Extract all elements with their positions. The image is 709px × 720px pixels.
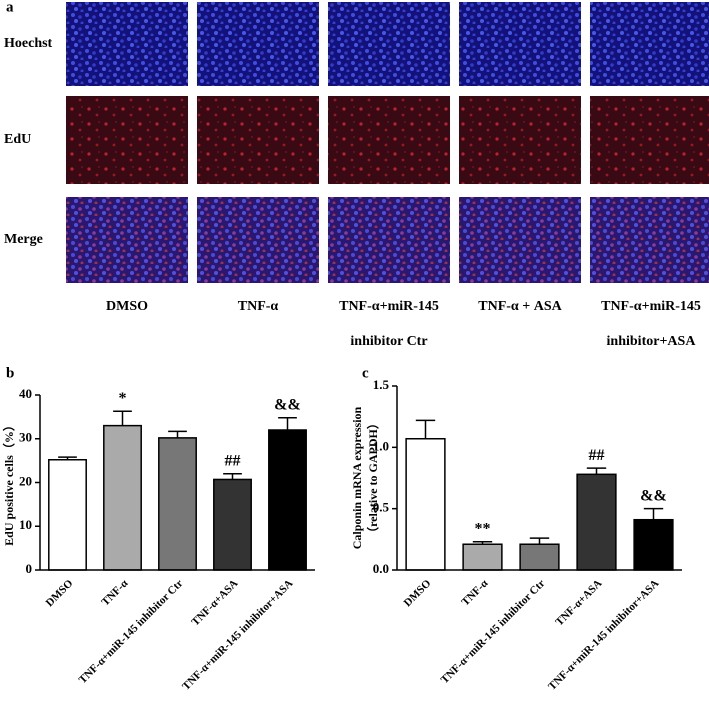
- error-bar: [643, 507, 664, 520]
- x-tick-label: TNF-α+miR-145 inhibitor Ctr: [77, 577, 186, 686]
- bar: [633, 518, 674, 571]
- micrograph: [328, 96, 450, 184]
- column-label: TNF-α+miR-145: [339, 299, 439, 314]
- y-axis-label: EdU positive cells（%）: [1, 419, 16, 546]
- row-label: Hoechst: [4, 36, 53, 51]
- micrograph: [328, 197, 450, 283]
- micrograph: [459, 197, 581, 283]
- column-label: DMSO: [106, 299, 148, 314]
- y-tick-label: 30: [19, 430, 32, 445]
- error-bar: [168, 430, 187, 438]
- error-bar: [415, 419, 436, 439]
- y-axis-label: Calponin mRNA expression: [350, 406, 364, 549]
- micrograph: [66, 2, 188, 86]
- y-tick-label: 0.5: [373, 500, 390, 515]
- bar: [268, 429, 307, 571]
- x-tick-label: TNF-α+miR-145 inhibitor+ASA: [546, 577, 661, 692]
- annotation: &&: [640, 487, 667, 504]
- y-tick-label: 20: [19, 473, 32, 488]
- row-label: EdU: [4, 132, 31, 147]
- y-axis-label: （relative to GAPDH）: [365, 417, 380, 539]
- column-label: TNF-α+miR-145: [601, 299, 701, 314]
- micrograph: [197, 2, 319, 86]
- y-tick-label: 1.0: [373, 438, 389, 453]
- x-tick-label: TNF-α+miR-145 inhibitor+ASA: [180, 577, 295, 692]
- bar: [519, 543, 560, 571]
- column-label: TNF-α: [238, 299, 279, 314]
- error-bar: [472, 541, 493, 545]
- y-tick-label: 0.0: [373, 561, 389, 576]
- y-tick-label: 40: [19, 386, 32, 401]
- bar: [213, 478, 252, 571]
- error-bar: [529, 537, 550, 545]
- micrograph: [459, 2, 581, 86]
- bar: [158, 437, 197, 571]
- micrograph: [590, 96, 709, 184]
- micrograph: [66, 197, 188, 283]
- micrograph: [590, 2, 709, 86]
- column-label: inhibitor Ctr: [350, 334, 427, 349]
- error-bar: [278, 417, 297, 430]
- micrograph: [197, 96, 319, 184]
- error-bar: [58, 456, 77, 460]
- annotation: ##: [589, 447, 605, 464]
- micrograph: [66, 96, 188, 184]
- x-tick-label: DMSO: [402, 577, 434, 609]
- x-tick-label: DMSO: [44, 577, 76, 609]
- column-label: inhibitor+ASA: [607, 334, 697, 349]
- panel-label: c: [362, 365, 369, 381]
- x-tick-label: TNF-α: [99, 577, 131, 609]
- bar: [462, 543, 503, 571]
- bar: [48, 459, 87, 571]
- x-tick-label: TNF-α+ASA: [553, 577, 604, 628]
- panel-label: b: [6, 365, 14, 381]
- panel-label: a: [6, 0, 14, 15]
- column-label: TNF-α + ASA: [478, 299, 562, 314]
- error-bar: [586, 467, 607, 475]
- bar: [576, 473, 617, 571]
- annotation: **: [475, 520, 491, 537]
- micrograph: [328, 2, 450, 86]
- row-label: Merge: [4, 232, 43, 247]
- bar: [103, 424, 142, 571]
- y-tick-label: 1.5: [373, 377, 390, 392]
- micrograph: [590, 197, 709, 283]
- y-tick-label: 10: [19, 517, 32, 532]
- x-tick-label: TNF-α+ASA: [189, 577, 240, 628]
- x-tick-label: TNF-α: [459, 577, 491, 609]
- micrograph: [197, 197, 319, 283]
- x-tick-label: TNF-α+miR-145 inhibitor Ctr: [439, 577, 548, 686]
- annotation: ##: [225, 452, 241, 469]
- micrograph: [459, 96, 581, 184]
- annotation: *: [119, 390, 127, 407]
- error-bar: [113, 410, 132, 426]
- annotation: &&: [274, 396, 301, 413]
- y-tick-label: 0: [26, 561, 33, 576]
- error-bar: [223, 473, 242, 480]
- bar: [405, 437, 446, 571]
